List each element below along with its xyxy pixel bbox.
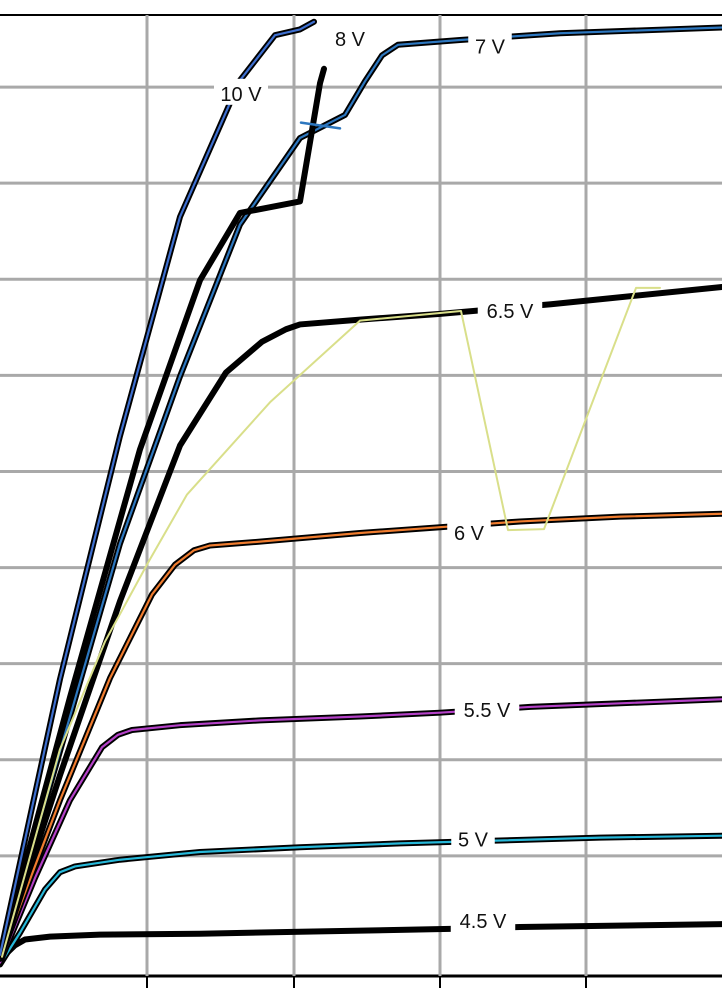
- curve-overlay-10v: [0, 20, 316, 956]
- curve-guide-9: [1, 286, 661, 958]
- curve-8v: [0, 65, 327, 960]
- label-bg-8v: [328, 24, 372, 51]
- curve-layer: [0, 18, 722, 968]
- label-bg-4.5v: [450, 906, 516, 933]
- curve-label-7v: 7 V: [475, 37, 506, 59]
- curve-label-8v: 8 V: [335, 29, 366, 51]
- curve-overlay-6v: [0, 512, 722, 960]
- curve-guide-8: [299, 121, 342, 130]
- curve-4.5v: [0, 921, 722, 962]
- curve-6.5v: [0, 283, 722, 962]
- label-bg-5.5v: [454, 694, 520, 721]
- curve-overlay-7v: [0, 26, 722, 960]
- grid-layer: [0, 14, 722, 988]
- label-bg-6.5v: [477, 295, 543, 322]
- label-bg-7v: [468, 31, 512, 58]
- label-bg-10v: [214, 78, 268, 105]
- curve-label-6v: 6 V: [454, 523, 485, 545]
- curve-label-10v: 10 V: [220, 84, 262, 106]
- label-layer: 4.5 V 5 V 5.5 V 6 V 6.5 V 7 V 8 V 10 V: [214, 24, 543, 933]
- label-bg-6v: [447, 517, 491, 544]
- curve-label-4.5v: 4.5 V: [460, 911, 507, 933]
- curve-label-6.5v: 6.5 V: [487, 301, 534, 323]
- curve-overlay-5v: [0, 834, 722, 966]
- label-bg-5v: [451, 824, 495, 851]
- curve-label-5.5v: 5.5 V: [464, 700, 511, 722]
- curve-label-5v: 5 V: [458, 830, 489, 852]
